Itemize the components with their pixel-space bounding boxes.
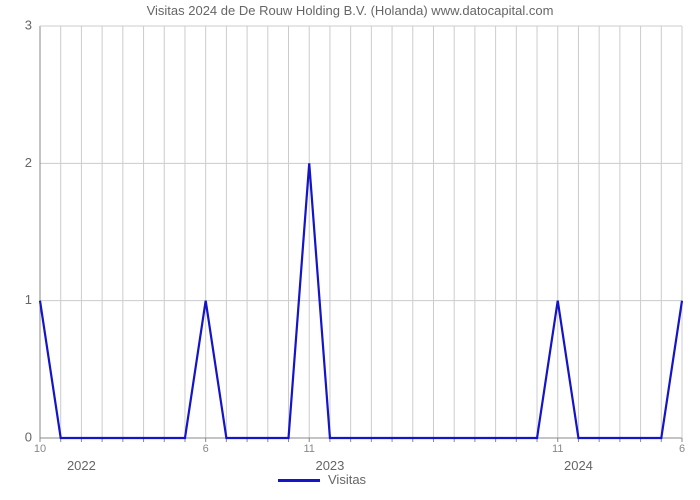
x-axis: 10 6 11 11 6 2022 2023 2024 [34, 438, 685, 473]
legend-swatch [278, 479, 320, 482]
y-tick-label: 2 [25, 155, 32, 170]
plot-area [40, 26, 682, 438]
x-minor-label: 10 [34, 443, 46, 455]
x-major-label: 2024 [564, 458, 593, 473]
visits-line-chart: Visitas 2024 de De Rouw Holding B.V. (Ho… [0, 0, 700, 500]
x-minor-label: 6 [679, 443, 685, 455]
x-minor-label: 11 [304, 443, 315, 455]
legend: Visitas [278, 472, 367, 487]
x-major-label: 2022 [67, 458, 96, 473]
chart-title: Visitas 2024 de De Rouw Holding B.V. (Ho… [147, 3, 554, 18]
x-minor-label: 11 [552, 443, 563, 455]
y-tick-label: 0 [25, 429, 32, 444]
x-major-label: 2023 [315, 458, 344, 473]
y-tick-label: 1 [25, 292, 32, 307]
y-axis: 0 1 2 3 [25, 17, 32, 444]
x-minor-label: 6 [203, 443, 209, 455]
y-tick-label: 3 [25, 17, 32, 32]
legend-label: Visitas [328, 472, 367, 487]
